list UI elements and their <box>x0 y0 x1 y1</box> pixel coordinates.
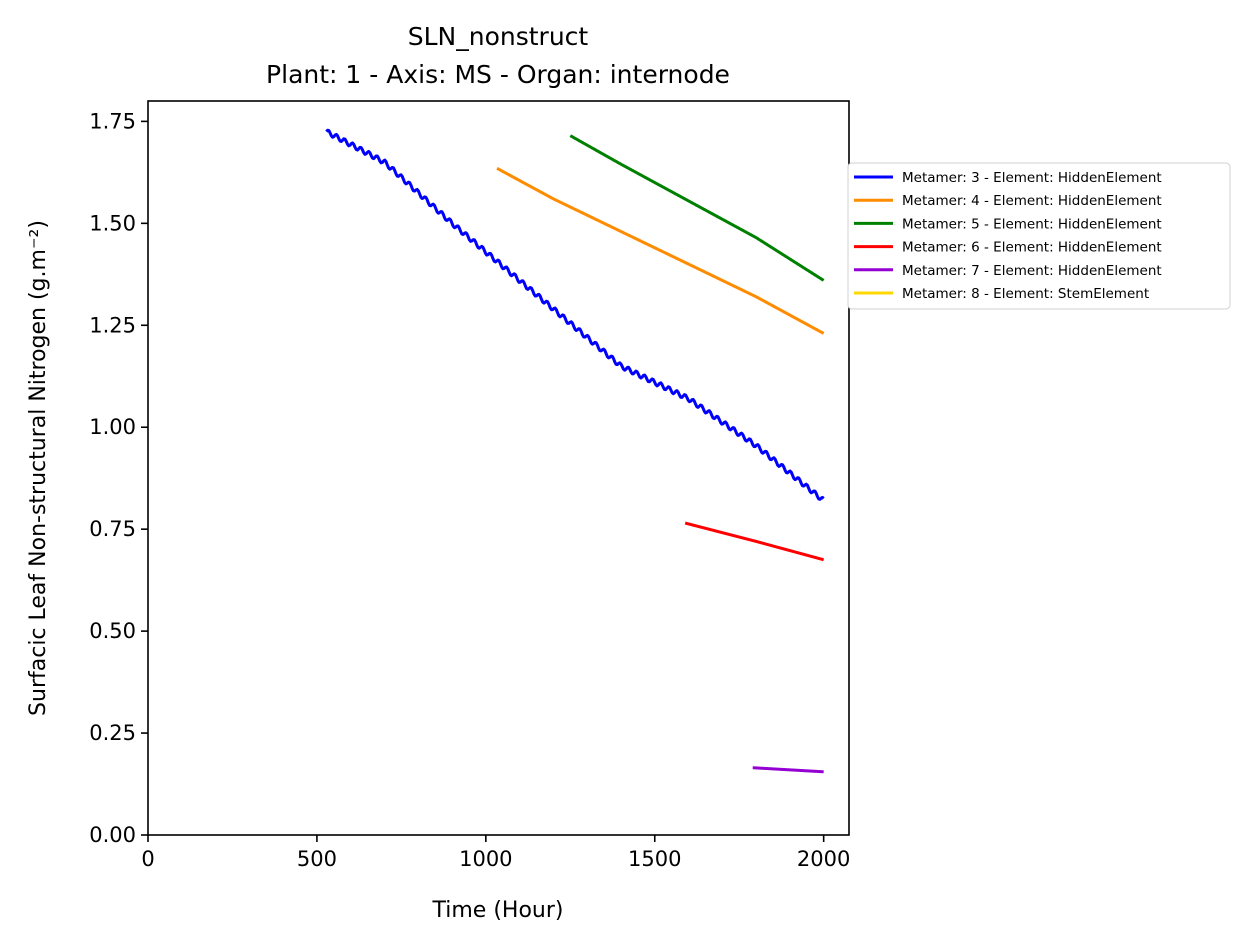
legend-items: Metamer: 3 - Element: HiddenElement Metam… <box>854 170 1162 302</box>
legend-frame <box>847 162 1231 310</box>
legend-label: Metamer: 8 - Element: StemElement <box>902 286 1149 302</box>
y-tick-label: 1.50 <box>89 211 136 235</box>
x-axis-label: Time (Hour) <box>432 898 564 923</box>
y-tick-label: 1.00 <box>89 415 136 439</box>
series-layer <box>325 128 825 774</box>
y-tick-label: 0.00 <box>89 823 136 847</box>
plot-frame <box>147 100 850 836</box>
chart-title: SLN_nonstruct <box>408 22 589 51</box>
x-tick-label: 2000 <box>797 847 850 871</box>
series-line-1 <box>325 128 825 501</box>
x-tick-label: 1000 <box>459 847 512 871</box>
x-axis-ticks: 0 500 1000 1500 2000 <box>141 835 850 871</box>
legend-label: Metamer: 5 - Element: HiddenElement <box>902 216 1162 232</box>
x-tick-label: 1500 <box>628 847 681 871</box>
y-tick-label: 1.25 <box>89 313 136 337</box>
series-line-4 <box>684 521 825 562</box>
y-tick-label: 0.75 <box>89 517 136 541</box>
y-tick-label: 1.75 <box>89 109 136 133</box>
y-tick-label: 0.50 <box>89 619 136 643</box>
x-tick-label: 500 <box>297 847 337 871</box>
series-line-5 <box>751 766 825 774</box>
x-tick-label: 0 <box>141 847 154 871</box>
series-line-2 <box>496 166 825 335</box>
legend-label: Metamer: 4 - Element: HiddenElement <box>902 193 1162 209</box>
series-line-3 <box>569 134 825 282</box>
legend: Metamer: 3 - Element: HiddenElement Metam… <box>847 162 1231 310</box>
legend-label: Metamer: 6 - Element: HiddenElement <box>902 240 1162 256</box>
y-tick-label: 0.25 <box>89 721 136 745</box>
legend-label: Metamer: 3 - Element: HiddenElement <box>902 170 1162 186</box>
legend-label: Metamer: 7 - Element: HiddenElement <box>902 263 1162 279</box>
chart-subtitle: Plant: 1 - Axis: MS - Organ: internode <box>266 60 730 89</box>
y-axis-ticks: 0.00 0.25 0.50 0.75 1.00 1.25 1.50 1.75 <box>89 109 148 847</box>
y-axis-label: Surfacic Leaf Non-structural Nitrogen (g… <box>26 220 51 716</box>
